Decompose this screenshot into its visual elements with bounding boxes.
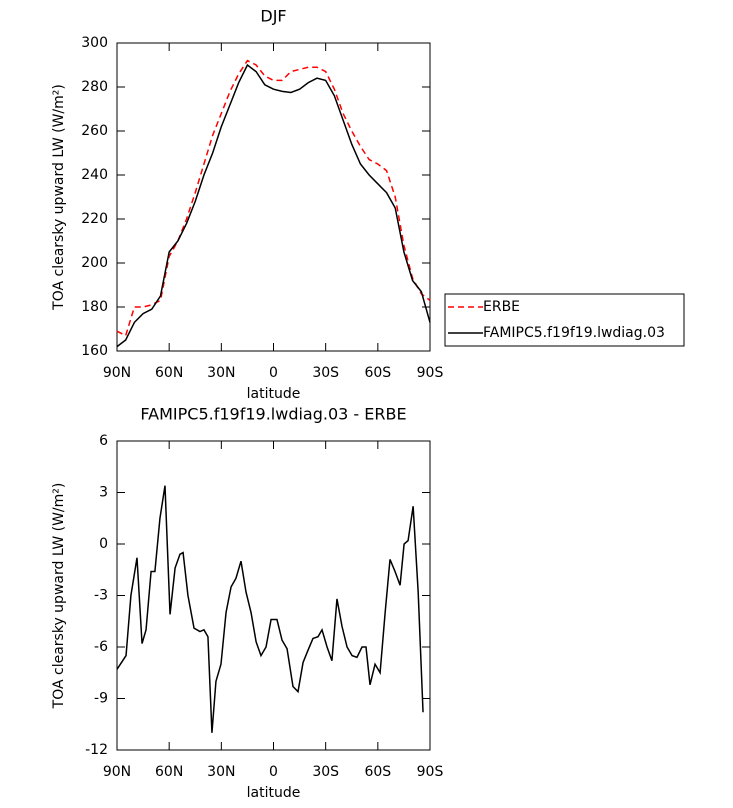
legend-label: FAMIPC5.f19f19.lwdiag.03 <box>483 325 665 341</box>
x-tick-label: 30S <box>312 764 339 780</box>
y-tick-label: 200 <box>81 255 108 271</box>
chart-title: DJF <box>260 7 286 26</box>
data-line <box>116 63 431 348</box>
y-tick-label: -9 <box>94 691 108 707</box>
y-tick-label: 3 <box>99 485 108 501</box>
x-tick-label: 30N <box>207 764 235 780</box>
y-tick-label: 6 <box>99 433 108 449</box>
x-tick-label: 30S <box>312 365 339 381</box>
y-tick-label: -12 <box>85 742 108 758</box>
legend-box <box>444 293 685 347</box>
chart-title: FAMIPC5.f19f19.lwdiag.03 - ERBE <box>140 405 406 424</box>
y-tick-label: 160 <box>81 343 108 359</box>
data-line <box>116 485 424 733</box>
x-tick-label: 90N <box>103 764 131 780</box>
x-tick-label: 60N <box>155 365 183 381</box>
y-tick-label: 240 <box>81 167 108 183</box>
x-tick-label: 30N <box>207 365 235 381</box>
y-tick-label: -3 <box>94 588 108 604</box>
x-tick-label: 90N <box>103 365 131 381</box>
y-tick-label: 300 <box>81 35 108 51</box>
y-tick-label: 260 <box>81 123 108 139</box>
y-tick-label: 180 <box>81 299 108 315</box>
x-tick-label: 60S <box>364 764 391 780</box>
x-tick-label: 60N <box>155 764 183 780</box>
y-tick-label: 0 <box>99 536 108 552</box>
x-tick-label: 60S <box>364 365 391 381</box>
plot-frame <box>116 42 431 352</box>
x-tick-label: 90S <box>417 365 444 381</box>
legend-label: ERBE <box>483 299 520 315</box>
data-line <box>116 59 431 337</box>
y-axis-label: TOA clearsky upward LW (W/m²) <box>51 483 67 710</box>
y-tick-label: -6 <box>94 639 108 655</box>
x-axis-label: latitude <box>247 386 301 402</box>
x-tick-label: 0 <box>269 365 278 381</box>
plot-frame <box>116 440 431 751</box>
x-tick-label: 0 <box>269 764 278 780</box>
x-axis-label: latitude <box>247 785 301 801</box>
y-tick-label: 280 <box>81 79 108 95</box>
x-tick-label: 90S <box>417 764 444 780</box>
y-tick-label: 220 <box>81 211 108 227</box>
y-axis-label: TOA clearsky upward LW (W/m²) <box>51 84 67 311</box>
